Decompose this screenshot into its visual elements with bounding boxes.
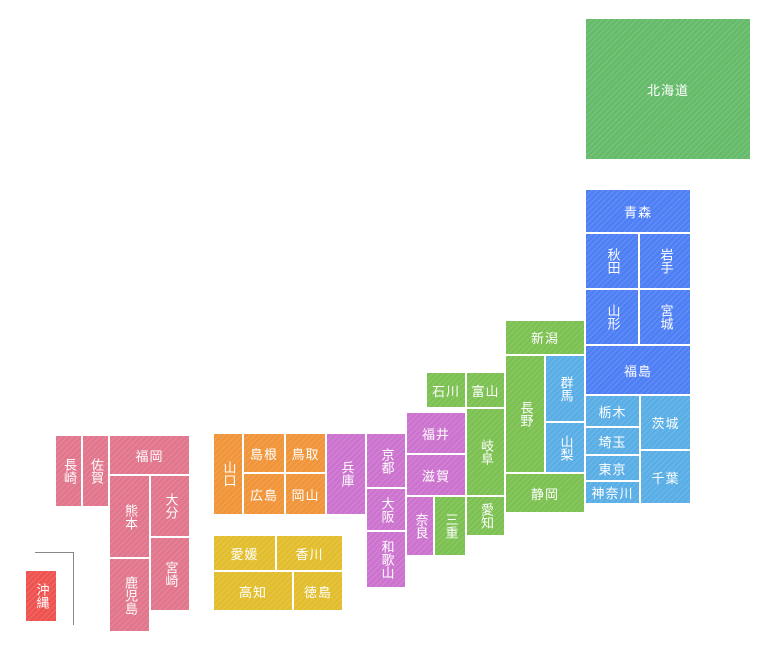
prefecture-tile[interactable]: 石川 (426, 372, 466, 408)
prefecture-tile[interactable]: 神奈川 (585, 481, 640, 504)
prefecture-tile[interactable]: 青森 (585, 189, 691, 233)
prefecture-tile[interactable]: 兵庫 (326, 433, 366, 515)
prefecture-tile[interactable]: 長崎 (55, 435, 82, 507)
prefecture-tile[interactable]: 北海道 (585, 18, 751, 160)
prefecture-tile[interactable]: 鹿児島 (109, 558, 150, 632)
prefecture-tile[interactable]: 沖縄 (25, 570, 57, 622)
prefecture-tile[interactable]: 島根 (243, 433, 285, 473)
prefecture-tile[interactable]: 岩手 (639, 233, 691, 289)
prefecture-tile[interactable]: 熊本 (109, 475, 150, 558)
prefecture-tile[interactable]: 福島 (585, 345, 691, 395)
prefecture-tile[interactable]: 静岡 (505, 473, 585, 513)
prefecture-tile[interactable]: 秋田 (585, 233, 639, 289)
prefecture-tile[interactable]: 福岡 (109, 435, 190, 475)
prefecture-tile[interactable]: 山形 (585, 289, 639, 345)
prefecture-tile[interactable]: 栃木 (585, 395, 640, 427)
prefecture-tile[interactable]: 愛媛 (213, 535, 276, 571)
prefecture-tile[interactable]: 佐賀 (82, 435, 109, 507)
prefecture-tile[interactable]: 茨城 (640, 395, 691, 450)
prefecture-tile[interactable]: 東京 (585, 455, 640, 481)
prefecture-tile[interactable]: 徳島 (293, 571, 343, 611)
prefecture-tile[interactable]: 岐阜 (466, 408, 505, 496)
prefecture-tile[interactable]: 愛知 (466, 496, 505, 536)
prefecture-tile[interactable]: 和歌山 (366, 531, 406, 588)
prefecture-tile[interactable]: 千葉 (640, 450, 691, 504)
prefecture-tile[interactable]: 奈良 (406, 496, 434, 556)
prefecture-tile[interactable]: 福井 (406, 412, 466, 454)
prefecture-tile[interactable]: 滋賀 (406, 454, 466, 496)
prefecture-tile[interactable]: 鳥取 (285, 433, 326, 473)
prefecture-tile[interactable]: 埼玉 (585, 427, 640, 455)
prefecture-tile[interactable]: 高知 (213, 571, 293, 611)
prefecture-tile[interactable]: 宮崎 (150, 537, 190, 611)
prefecture-tile[interactable]: 山口 (213, 433, 243, 515)
prefecture-tile[interactable]: 新潟 (505, 320, 585, 355)
okinawa-divider (35, 552, 74, 625)
prefecture-tile[interactable]: 大阪 (366, 488, 406, 531)
prefecture-tile[interactable]: 富山 (466, 372, 505, 408)
prefecture-tile[interactable]: 香川 (276, 535, 343, 571)
prefecture-tile[interactable]: 長野 (505, 355, 545, 473)
prefecture-tile[interactable]: 宮城 (639, 289, 691, 345)
prefecture-tile[interactable]: 三重 (434, 496, 466, 556)
prefecture-tile[interactable]: 京都 (366, 433, 406, 488)
prefecture-tile[interactable]: 大分 (150, 475, 190, 537)
prefecture-tile[interactable]: 山梨 (545, 422, 585, 473)
prefecture-tile[interactable]: 広島 (243, 473, 285, 515)
prefecture-tile[interactable]: 群馬 (545, 355, 585, 422)
prefecture-tile[interactable]: 岡山 (285, 473, 326, 515)
